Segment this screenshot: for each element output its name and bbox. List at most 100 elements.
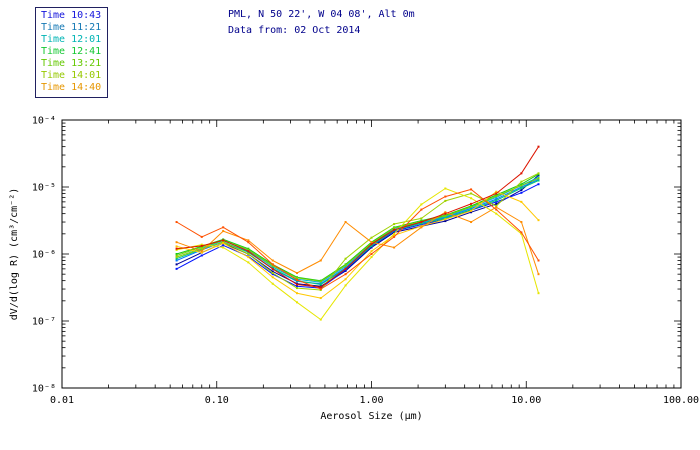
- series-line-5: [176, 180, 539, 285]
- series-marker: [495, 212, 498, 215]
- series-marker: [247, 250, 250, 253]
- series-marker: [393, 228, 396, 231]
- series-marker: [420, 223, 423, 226]
- series-marker: [393, 223, 396, 226]
- series-marker: [247, 248, 250, 251]
- series-marker: [295, 278, 298, 281]
- series-marker: [444, 214, 447, 217]
- legend-item: Time 14:40: [41, 82, 102, 93]
- series-marker: [247, 261, 250, 264]
- series-marker: [222, 242, 225, 245]
- series-marker: [175, 245, 178, 248]
- series-marker: [495, 208, 498, 211]
- series-marker: [175, 263, 178, 266]
- series-marker: [175, 254, 178, 257]
- series-marker: [271, 265, 274, 268]
- series-marker: [444, 199, 447, 202]
- series-marker: [520, 187, 523, 190]
- series-marker: [319, 259, 322, 262]
- x-axis-title: Aerosol Size (μm): [320, 411, 422, 422]
- series-marker: [295, 272, 298, 275]
- series-line-12: [176, 188, 539, 290]
- series-marker: [344, 273, 347, 276]
- series-marker: [520, 186, 523, 188]
- series-marker: [520, 231, 523, 234]
- series-marker: [393, 234, 396, 237]
- series-marker: [537, 273, 540, 276]
- series-marker: [520, 221, 523, 224]
- legend-item: Time 14:01: [41, 70, 102, 81]
- series-marker: [444, 212, 447, 215]
- x-tick-label: 0.01: [50, 395, 74, 406]
- legend-item: Time 11:21: [41, 22, 102, 33]
- series-marker: [420, 217, 423, 220]
- series-line-6: [176, 173, 539, 282]
- series-marker: [537, 176, 540, 179]
- series-marker: [271, 282, 274, 285]
- series-marker: [537, 145, 540, 148]
- series-marker: [370, 241, 373, 244]
- series-marker: [393, 226, 396, 229]
- legend-item: Time 10:43: [41, 10, 102, 21]
- series-marker: [370, 236, 373, 239]
- series-marker: [344, 257, 347, 260]
- series-marker: [344, 269, 347, 272]
- series-marker: [495, 206, 498, 209]
- series-line-11: [176, 206, 539, 275]
- series-marker: [537, 259, 540, 262]
- series-marker: [537, 219, 540, 222]
- plot-header: PML, N 50 22', W 04 08', Alt 0m Data fro…: [228, 7, 415, 39]
- series-marker: [319, 288, 322, 291]
- series-marker: [175, 248, 178, 251]
- series-marker: [247, 239, 250, 242]
- series-marker: [420, 226, 423, 229]
- series-marker: [222, 244, 225, 247]
- series-marker: [344, 267, 347, 270]
- series-marker: [344, 278, 347, 281]
- series-marker: [370, 244, 373, 247]
- series-marker: [271, 267, 274, 270]
- series-marker: [495, 200, 498, 203]
- series-marker: [495, 196, 498, 199]
- series-marker: [247, 253, 250, 255]
- series-marker: [175, 256, 178, 259]
- series-marker: [520, 180, 523, 183]
- series-marker: [271, 270, 274, 273]
- series-marker: [470, 188, 473, 191]
- series-marker: [495, 193, 498, 196]
- series-marker: [344, 284, 347, 287]
- series-marker: [444, 218, 447, 221]
- series-marker: [200, 247, 203, 250]
- series-marker: [344, 264, 347, 267]
- series-marker: [200, 244, 203, 247]
- series-marker: [537, 172, 540, 175]
- series-marker: [175, 247, 178, 250]
- series-marker: [520, 183, 523, 186]
- series-marker: [470, 221, 473, 224]
- series-marker: [344, 221, 347, 224]
- series-marker: [319, 286, 322, 289]
- series-marker: [520, 191, 523, 194]
- series-marker: [420, 222, 423, 225]
- x-tick-label: 100.00: [663, 395, 699, 406]
- series-marker: [319, 280, 322, 283]
- series-line-10: [176, 191, 539, 299]
- series-marker: [470, 208, 473, 211]
- series-marker: [520, 184, 523, 187]
- series-marker: [420, 221, 423, 224]
- series-marker: [470, 202, 473, 205]
- series-marker: [470, 197, 473, 200]
- x-tick-label: 0.10: [205, 395, 229, 406]
- series-marker: [393, 246, 396, 249]
- series-marker: [271, 259, 274, 262]
- legend-item: Time 12:41: [41, 46, 102, 57]
- series-marker: [444, 220, 447, 223]
- series-marker: [444, 195, 447, 198]
- series-marker: [247, 241, 250, 244]
- x-tick-label: 1.00: [359, 395, 383, 406]
- series-marker: [247, 251, 250, 254]
- series-marker: [537, 177, 540, 180]
- series-marker: [200, 246, 203, 249]
- series-marker: [271, 263, 274, 266]
- series-marker: [420, 203, 423, 206]
